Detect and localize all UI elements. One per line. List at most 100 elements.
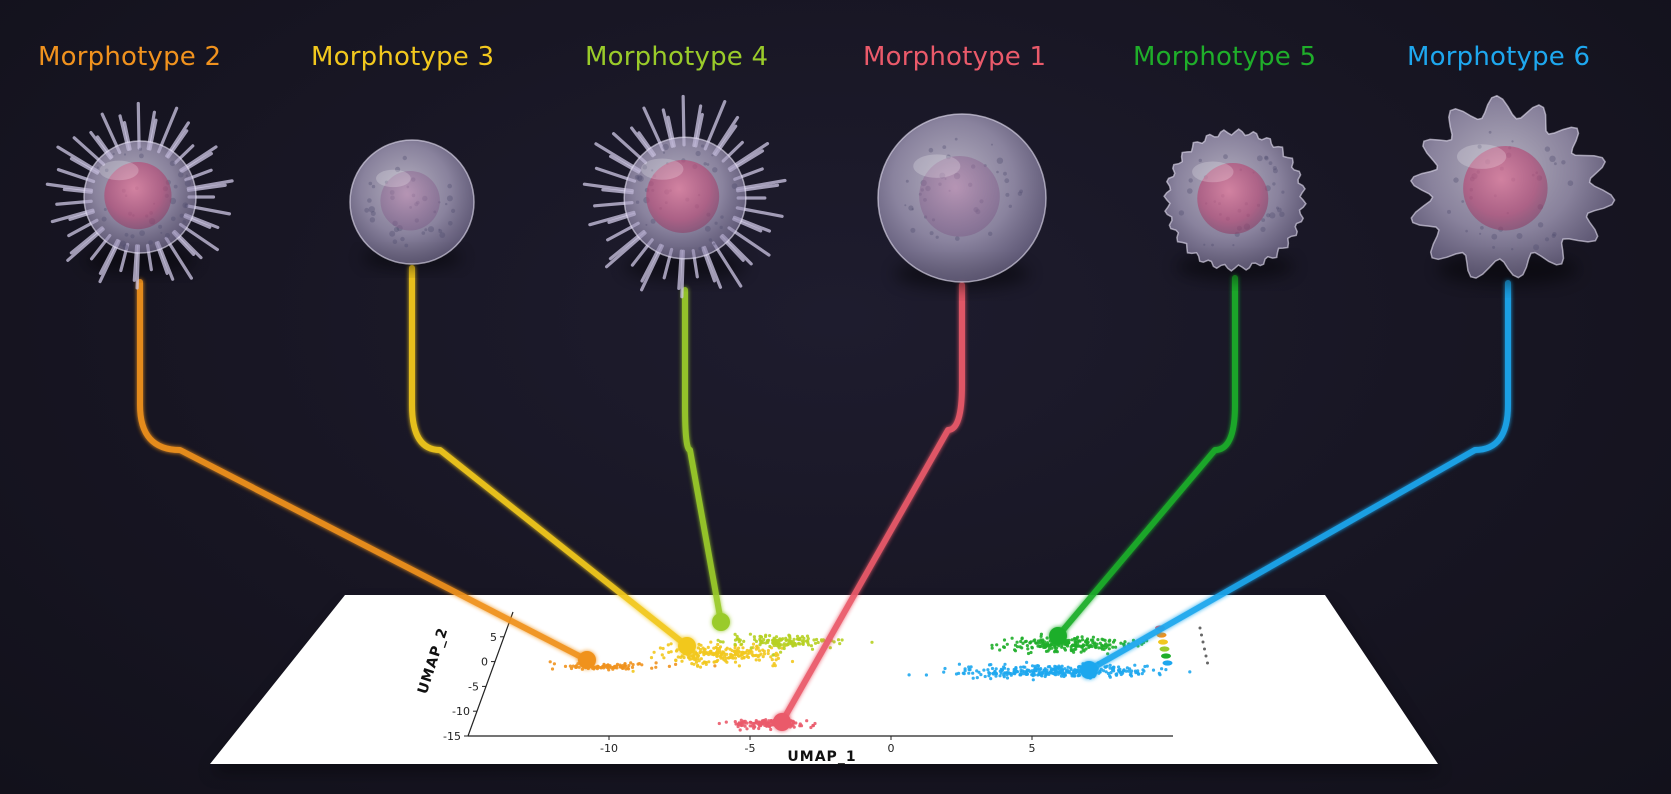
umap-point: [1014, 666, 1018, 670]
umap-point: [602, 666, 606, 670]
umap-point: [769, 655, 773, 659]
legend-text-mark: [1206, 661, 1209, 665]
cell-texture: [122, 244, 129, 251]
umap-point: [1021, 641, 1025, 646]
umap-point: [698, 651, 702, 655]
umap-point: [1032, 639, 1036, 643]
cell-texture: [165, 233, 170, 238]
cell-texture: [1187, 188, 1193, 194]
umap-point: [781, 637, 785, 641]
umap-point: [741, 723, 745, 727]
umap-point: [990, 646, 994, 650]
umap-point: [774, 651, 778, 655]
umap-point: [1160, 667, 1164, 671]
umap-point: [712, 660, 716, 664]
cell-nucleus: [1463, 146, 1548, 231]
umap-point: [1059, 669, 1063, 674]
umap-point: [1070, 638, 1074, 642]
cell-texture: [1264, 155, 1268, 160]
umap-point: [802, 636, 806, 641]
umap-plane: [210, 595, 1440, 773]
cell-texture: [400, 236, 405, 242]
cell-texture: [1281, 190, 1285, 194]
umap-point: [660, 653, 664, 657]
cell-texture: [1277, 207, 1282, 213]
cell-texture: [1223, 154, 1228, 160]
umap-point: [757, 653, 761, 657]
morphotype-label-2: Morphotype 2: [38, 42, 221, 72]
umap-point: [715, 654, 719, 659]
connector-endpoint: [773, 713, 791, 731]
umap-point: [1053, 664, 1057, 668]
cluster-yellow-green: [716, 632, 874, 657]
umap-point: [815, 637, 819, 642]
cell-texture: [636, 174, 643, 181]
y-tick-label: -15: [443, 730, 461, 743]
cell-texture: [662, 143, 669, 151]
umap-point: [1134, 671, 1138, 675]
umap-point: [1054, 673, 1058, 677]
cell-texture: [1269, 212, 1276, 219]
cell-texture: [438, 229, 443, 234]
umap-point: [716, 652, 720, 656]
umap-point: [624, 667, 628, 671]
cell-texture: [1005, 192, 1010, 197]
umap-point: [1066, 665, 1070, 669]
umap-point: [943, 666, 947, 671]
umap-point: [1042, 671, 1046, 675]
cell-texture: [138, 147, 143, 151]
umap-point: [1039, 638, 1043, 642]
cell-texture: [402, 155, 407, 161]
cell-texture: [446, 195, 453, 202]
cell-texture: [139, 230, 146, 237]
umap-point: [754, 658, 758, 662]
umap-point: [674, 658, 678, 662]
cell-texture: [1516, 233, 1523, 239]
umap-point: [1015, 640, 1019, 644]
umap-point: [1025, 644, 1029, 648]
cell-nucleus: [646, 160, 720, 233]
umap-point: [615, 662, 620, 667]
cell-texture: [991, 143, 993, 146]
umap-point: [611, 666, 616, 670]
legend-text-mark: [1198, 626, 1202, 630]
cell-texture: [1511, 248, 1514, 251]
umap-point: [1057, 664, 1061, 668]
umap-point: [772, 636, 776, 640]
umap-point: [1128, 673, 1132, 677]
umap-point: [1164, 668, 1168, 672]
umap-point: [1095, 642, 1099, 646]
umap-point: [680, 659, 684, 663]
morphotype-labels: Morphotype 2 Morphotype 3 Morphotype 4 M…: [38, 42, 1590, 72]
cell-texture: [1554, 162, 1557, 166]
legend-swatch: [1162, 660, 1173, 666]
umap-point: [768, 634, 772, 638]
cell-texture: [1211, 243, 1214, 247]
umap-point: [738, 638, 742, 642]
cell-texture: [698, 246, 703, 251]
umap-point: [1018, 645, 1022, 649]
cell-texture: [184, 180, 192, 187]
cell-texture: [370, 211, 376, 216]
umap-point: [592, 666, 597, 670]
cell-texture: [421, 231, 426, 235]
connectors: [137, 265, 1511, 731]
cell-nucleus: [919, 156, 1000, 237]
umap-point: [733, 632, 737, 637]
umap-point: [719, 656, 723, 660]
umap-point: [971, 671, 975, 675]
cell-texture: [731, 183, 738, 190]
cell-texture: [96, 166, 99, 169]
cell-texture: [719, 225, 723, 229]
umap-point: [986, 668, 990, 672]
cell-texture: [650, 218, 656, 224]
cell-texture: [700, 144, 705, 148]
cell-texture: [371, 184, 376, 189]
umap-point: [750, 650, 754, 654]
umap-point: [752, 724, 756, 728]
umap-point: [654, 661, 658, 665]
umap-point: [774, 635, 779, 639]
cell-texture: [929, 231, 934, 236]
umap-point: [1127, 669, 1131, 673]
umap-point: [764, 641, 768, 645]
